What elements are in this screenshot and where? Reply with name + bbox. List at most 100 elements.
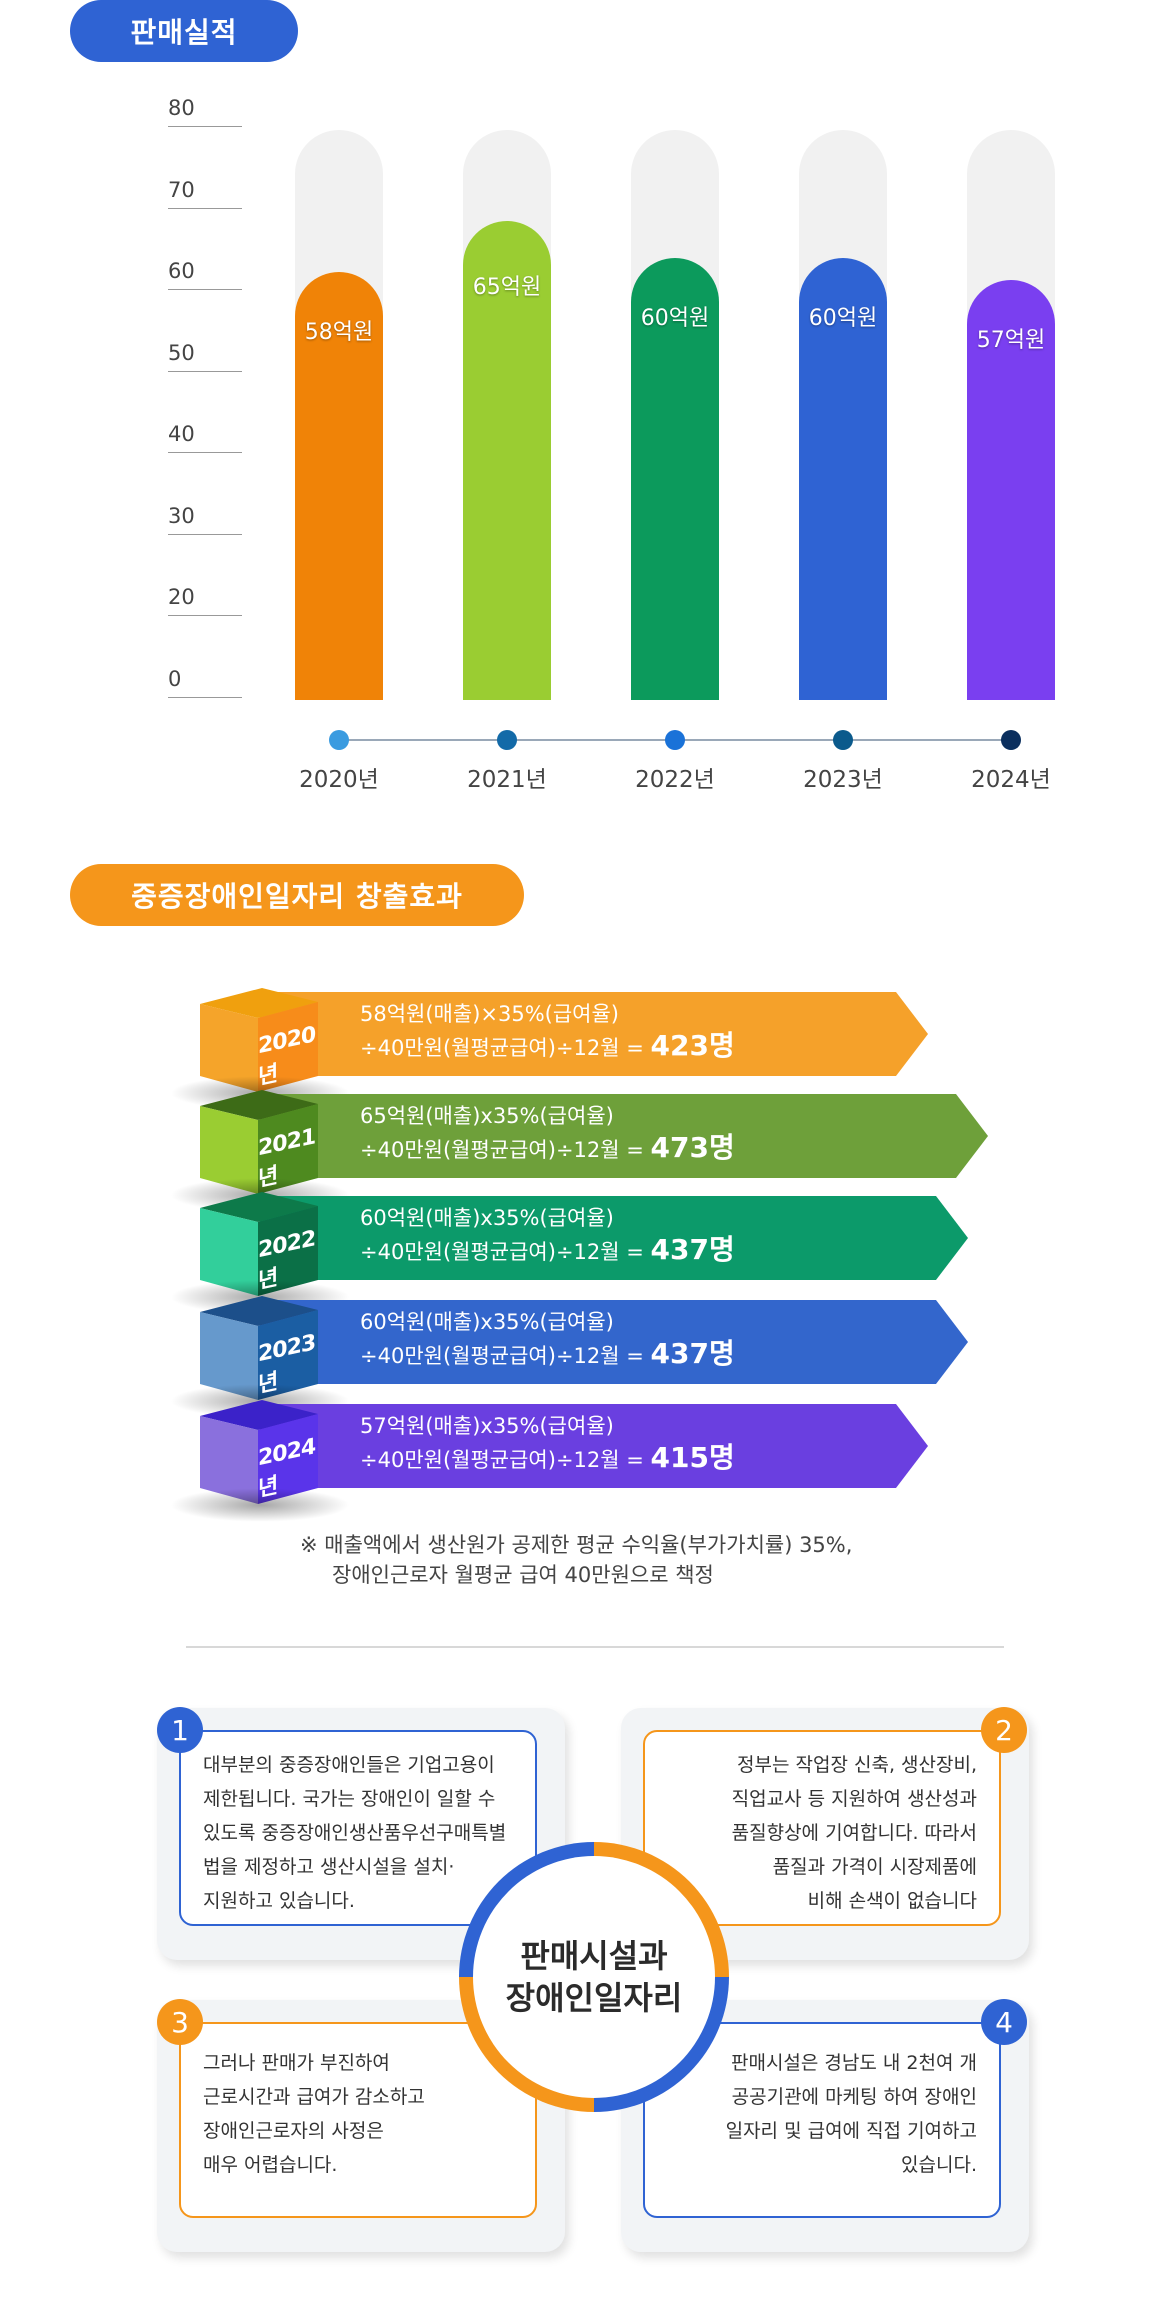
y-tick-label: 70 — [168, 178, 242, 209]
bar-2021년 — [463, 220, 551, 700]
jobs-row: 2021년 65억원(매출)x35%(급여율) ÷40만원(월평균급여)÷12월 =… — [170, 1090, 1008, 1212]
y-tick-label: 40 — [168, 422, 242, 453]
cube-shadow — [170, 1488, 350, 1522]
year-cube: 2022년 — [170, 1192, 350, 1314]
card-3-line: 그러나 판매가 부진하여 — [203, 2052, 390, 2074]
card-2-line: 비해 손색이 없습니다 — [807, 1890, 977, 1912]
card-1-line: 대부분의 중증장애인들은 기업고용이 — [203, 1754, 495, 1776]
formula-line-1: 65억원(매출)x35%(급여율) — [360, 1104, 614, 1128]
year-cube: 2020년 — [170, 988, 350, 1110]
cube-shape — [200, 1296, 318, 1400]
formula-line-1: 60억원(매출)x35%(급여율) — [360, 1206, 614, 1230]
jobs-formula: 60억원(매출)x35%(급여율) ÷40만원(월평균급여)÷12월 = 437명 — [360, 1306, 735, 1372]
jobs-arrow — [260, 1094, 988, 1178]
center-title: 판매시설과 장애인일자리 — [473, 1856, 715, 2098]
info-card-3: 그러나 판매가 부진하여 근로시간과 급여가 감소하고 장애인근로자의 사정은 … — [179, 2022, 537, 2218]
card-3-line: 근로시간과 급여가 감소하고 — [203, 2086, 425, 2108]
x-tick-label: 2022년 — [635, 767, 715, 793]
year-cube: 2023년 — [170, 1296, 350, 1418]
card-4-line: 일자리 및 급여에 직접 기여하고 — [725, 2120, 977, 2142]
formula-line-2: ÷40만원(월평균급여)÷12월 = 437명 — [360, 1234, 735, 1268]
jobs-row: 2022년 60억원(매출)x35%(급여율) ÷40만원(월평균급여)÷12월 =… — [170, 1192, 988, 1314]
card-2-line: 품질향상에 기여합니다. 따라서 — [731, 1822, 977, 1844]
card-1-line: 법을 제정하고 생산시설을 설치· — [203, 1856, 455, 1878]
year-cube: 2024년 — [170, 1400, 350, 1522]
jobs-arrow — [260, 1196, 968, 1280]
x-tick-label: 2024년 — [971, 767, 1051, 793]
jobs-row: 2024년 57억원(매출)x35%(급여율) ÷40만원(월평균급여)÷12월 =… — [170, 1400, 948, 1522]
bar-value-label: 65억원 — [472, 274, 542, 300]
jobs-arrow — [260, 1300, 968, 1384]
formula-line-1: 57억원(매출)x35%(급여율) — [360, 1414, 614, 1438]
card-4-line: 판매시설은 경남도 내 2천여 개 — [730, 2052, 977, 2074]
section-title-sales: 판매실적 — [70, 0, 298, 62]
cube-shape — [200, 988, 318, 1092]
card-3-line: 장애인근로자의 사정은 — [203, 2120, 384, 2142]
card-3-line: 매우 어렵습니다. — [203, 2154, 338, 2176]
card-number-3: 3 — [157, 1999, 203, 2045]
y-tick-label: 60 — [168, 259, 242, 290]
jobs-formula: 58억원(매출)×35%(급여율) ÷40만원(월평균급여)÷12월 = 423명 — [360, 998, 735, 1064]
formula-line-1: 58억원(매출)×35%(급여율) — [360, 1002, 620, 1026]
card-4-line: 공공기관에 마케팅 하여 장애인 — [731, 2086, 977, 2108]
card-number-2: 2 — [981, 1707, 1027, 1753]
y-tick-label: 30 — [168, 504, 242, 535]
cube-shape — [200, 1400, 318, 1504]
y-tick-label: 0 — [168, 667, 242, 698]
card-number-4: 4 — [981, 1999, 1027, 2045]
bar-2024년 — [967, 279, 1055, 700]
sales-bar-chart: 80 70 60 50 40 30 20 0 58억원 2020년 65억원 2021년 60억원 202… — [0, 0, 1160, 820]
cube-shape — [200, 1090, 318, 1194]
formula-line-2: ÷40만원(월평균급여)÷12월 = 473명 — [360, 1132, 735, 1166]
jobs-formula: 65억원(매출)x35%(급여율) ÷40만원(월평균급여)÷12월 = 473명 — [360, 1100, 735, 1166]
y-tick-label: 50 — [168, 341, 242, 372]
card-1-line: 지원하고 있습니다. — [203, 1890, 355, 1912]
jobs-arrow — [260, 1404, 928, 1488]
center-title-line-1: 판매시설과 — [520, 1937, 668, 1975]
timeline-dot — [833, 730, 853, 750]
timeline-dot — [1001, 730, 1021, 750]
bar-value-label: 60억원 — [808, 305, 878, 331]
jobs-row: 2020년 58억원(매출)×35%(급여율) ÷40만원(월평균급여)÷12월 =… — [170, 988, 948, 1110]
year-cube: 2021년 — [170, 1090, 350, 1212]
bar-value-label: 60억원 — [640, 305, 710, 331]
jobs-arrow — [260, 992, 928, 1076]
timeline-dot — [665, 730, 685, 750]
card-2-line: 직업교사 등 지원하여 생산성과 — [731, 1788, 977, 1810]
formula-result: 437명 — [650, 1233, 735, 1266]
note-line-1: ※ 매출액에서 생산원가 공제한 평균 수익율(부가가치률) 35%, — [300, 1533, 853, 1557]
card-2-line: 정부는 작업장 신축, 생산장비, — [737, 1754, 977, 1776]
formula-expression: ÷40만원(월평균급여)÷12월 = — [360, 1240, 644, 1264]
formula-result: 415명 — [650, 1441, 735, 1474]
card-1-line: 있도록 중증장애인생산품우선구매특별 — [203, 1822, 507, 1844]
bar-value-label: 57억원 — [976, 327, 1046, 353]
formula-expression: ÷40만원(월평균급여)÷12월 = — [360, 1448, 644, 1472]
jobs-formula: 60억원(매출)x35%(급여율) ÷40만원(월평균급여)÷12월 = 437명 — [360, 1202, 735, 1268]
info-card-1: 대부분의 중증장애인들은 기업고용이 제한됩니다. 국가는 장애인이 일할 수 … — [179, 1730, 537, 1926]
formula-expression: ÷40만원(월평균급여)÷12월 = — [360, 1138, 644, 1162]
card-2-line: 품질과 가격이 시장제품에 — [772, 1856, 977, 1878]
section-divider — [186, 1646, 1004, 1648]
timeline-dot — [497, 730, 517, 750]
formula-line-2: ÷40만원(월평균급여)÷12월 = 423명 — [360, 1030, 735, 1064]
timeline-dot — [329, 730, 349, 750]
x-tick-label: 2023년 — [803, 767, 883, 793]
card-4-line: 있습니다. — [901, 2154, 977, 2176]
cube-shape — [200, 1192, 318, 1296]
x-tick-label: 2020년 — [299, 767, 379, 793]
y-tick-label: 80 — [168, 96, 242, 127]
jobs-row: 2023년 60억원(매출)x35%(급여율) ÷40만원(월평균급여)÷12월 =… — [170, 1296, 988, 1418]
formula-result: 437명 — [650, 1337, 735, 1370]
card-number-1: 1 — [157, 1707, 203, 1753]
calculation-note: ※ 매출액에서 생산원가 공제한 평균 수익율(부가가치률) 35%, 장애인근… — [300, 1530, 852, 1590]
formula-line-2: ÷40만원(월평균급여)÷12월 = 415명 — [360, 1442, 735, 1476]
card-1-line: 제한됩니다. 국가는 장애인이 일할 수 — [203, 1788, 496, 1810]
jobs-formula: 57억원(매출)x35%(급여율) ÷40만원(월평균급여)÷12월 = 415명 — [360, 1410, 735, 1476]
y-tick-label: 20 — [168, 585, 242, 616]
section-title-jobs: 중증장애인일자리 창출효과 — [70, 864, 524, 926]
formula-expression: ÷40만원(월평균급여)÷12월 = — [360, 1344, 644, 1368]
formula-line-2: ÷40만원(월평균급여)÷12월 = 437명 — [360, 1338, 735, 1372]
formula-result: 423명 — [650, 1029, 735, 1062]
x-tick-label: 2021년 — [467, 767, 547, 793]
formula-line-1: 60억원(매출)x35%(급여율) — [360, 1310, 614, 1334]
